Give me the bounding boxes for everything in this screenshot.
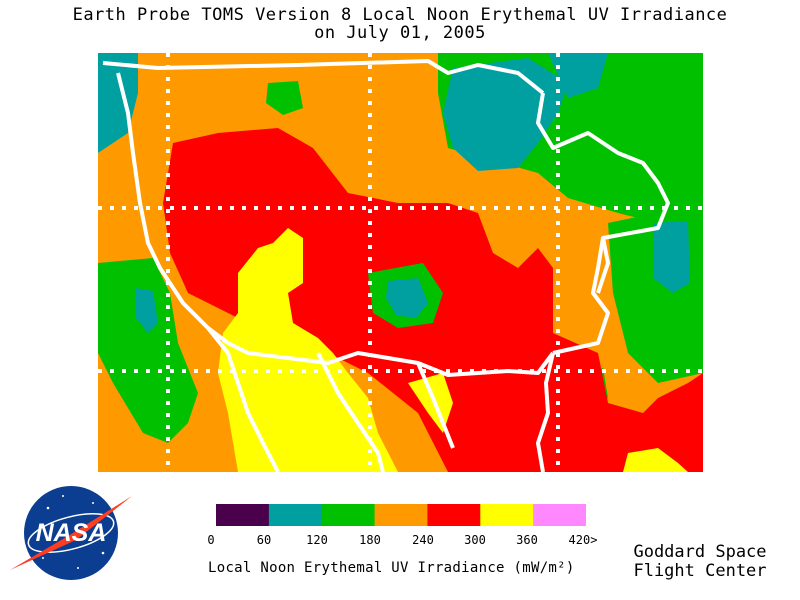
legend-tick-180: 180 (359, 533, 381, 547)
legend-swatch-6 (533, 504, 586, 526)
border-line-east-2 (596, 237, 610, 294)
region-green-west-coast (98, 258, 198, 443)
region-yellow-southwest (218, 228, 398, 472)
region-teal-northeast-2 (548, 53, 608, 98)
border-line-south (316, 352, 385, 472)
legend-swatch-1 (268, 504, 323, 526)
region-green-small-north (266, 81, 303, 115)
nasa-logo-text: NASA (36, 519, 107, 547)
region-yellow-southeast (623, 448, 688, 472)
border-line-west (116, 72, 210, 330)
region-teal-west (136, 288, 158, 333)
gsfc-credit: Goddard Space Flight Center (612, 543, 788, 581)
border-line-southcentral (416, 362, 455, 449)
legend-swatch-0 (216, 504, 270, 526)
legend-tick-240: 240 (412, 533, 434, 547)
color-scale-legend (216, 504, 586, 526)
gsfc-credit-line-2: Flight Center (633, 561, 767, 581)
border-line-north (102, 59, 545, 95)
legend-tick-0: 0 (207, 533, 215, 547)
legend-swatch-4 (427, 504, 481, 526)
region-teal-hole (386, 278, 428, 318)
legend-swatch-3 (374, 504, 428, 526)
map-title-line-2: on July 01, 2005 (314, 23, 486, 43)
legend-unit-label: Local Noon Erythemal UV Irradiance (mW/m… (208, 560, 575, 576)
legend-swatch-5 (480, 504, 534, 526)
uv-irradiance-map (98, 53, 703, 472)
legend-tick-420: 420> (568, 533, 598, 547)
legend-tick-60: 60 (256, 533, 272, 547)
border-line-southeast (536, 352, 555, 472)
legend-swatch-2 (321, 504, 376, 526)
nasa-logo: NASA (10, 486, 132, 580)
legend-tick-120: 120 (306, 533, 328, 547)
gsfc-credit-line-1: Goddard Space (633, 542, 767, 562)
border-line-southwest (206, 326, 280, 472)
region-teal-east (653, 221, 690, 293)
legend-tick-360: 360 (516, 533, 538, 547)
map-title-line-1: Earth Probe TOMS Version 8 Local Noon Er… (72, 5, 728, 25)
legend-tick-300: 300 (464, 533, 486, 547)
border-line-east (536, 92, 670, 355)
